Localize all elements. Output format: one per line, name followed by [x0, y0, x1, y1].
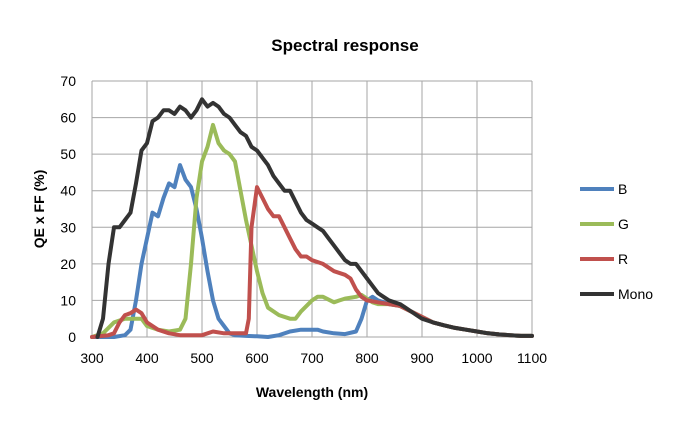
- y-tick-label: 60: [60, 110, 76, 126]
- x-tick-label: 400: [135, 350, 159, 366]
- x-tick-label: 1100: [517, 350, 547, 366]
- y-tick-label: 10: [60, 292, 76, 308]
- y-axis-label: QE x FF (%): [31, 170, 47, 249]
- y-tick-label: 20: [60, 256, 76, 272]
- y-tick-label: 70: [60, 73, 76, 89]
- legend-label-mono: Mono: [618, 286, 653, 302]
- legend-label-b: B: [618, 181, 627, 197]
- y-tick-label: 30: [60, 219, 76, 235]
- series-line-mono: [95, 97, 534, 339]
- y-tick-label: 0: [68, 329, 76, 345]
- x-tick-label: 300: [80, 350, 104, 366]
- x-tick-label: 600: [245, 350, 269, 366]
- y-tick-label: 50: [60, 146, 76, 162]
- x-tick-label: 1000: [461, 350, 492, 366]
- legend-label-g: G: [618, 216, 629, 232]
- chart-title: Spectral response: [271, 36, 418, 55]
- legend-label-r: R: [618, 251, 628, 267]
- x-axis-label: Wavelength (nm): [256, 384, 368, 400]
- x-tick-label: 500: [190, 350, 214, 366]
- x-tick-label: 700: [300, 350, 324, 366]
- x-tick-label: 900: [410, 350, 434, 366]
- y-tick-label: 40: [60, 183, 76, 199]
- x-tick-label: 800: [355, 350, 379, 366]
